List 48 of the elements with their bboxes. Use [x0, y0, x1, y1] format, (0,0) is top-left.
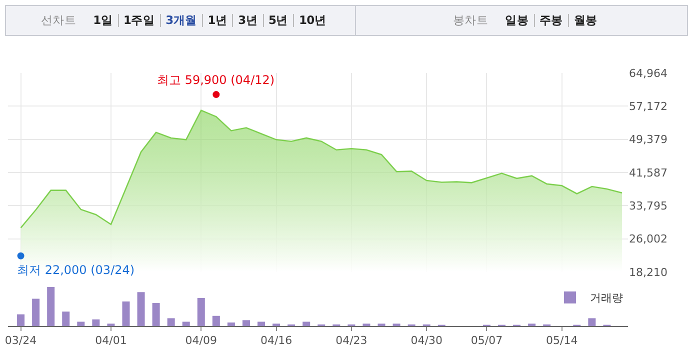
- text: 주봉: [534, 13, 568, 27]
- text: 1주일: [118, 13, 160, 27]
- text: 월봉: [568, 13, 602, 27]
- y-tick-label: 64,964: [629, 66, 668, 80]
- bar: [17, 314, 25, 326]
- text: 1일: [92, 13, 114, 27]
- text: 10년: [292, 13, 332, 27]
- x-tick-label: 03/24: [4, 334, 37, 346]
- legend-label: 거래량: [590, 292, 623, 305]
- x-tick-label: 05/07: [470, 334, 503, 346]
- x-tick-label: 05/14: [546, 334, 578, 346]
- x-tick-label: 04/01: [95, 334, 127, 346]
- x-tick-label: 04/23: [336, 334, 368, 346]
- bar: [212, 316, 220, 326]
- y-tick-label: 18,210: [629, 266, 668, 279]
- y-tick-label: 49,379: [629, 133, 668, 146]
- text: 선차트: [40, 13, 78, 27]
- x-tick-label: 04/30: [410, 334, 442, 346]
- x-tick-label: 04/16: [260, 334, 292, 346]
- text: 5년: [262, 13, 293, 27]
- bar: [588, 318, 596, 326]
- text: 3년: [232, 13, 263, 27]
- y-tick-label: 41,587: [629, 166, 668, 180]
- bar: [92, 319, 100, 326]
- y-tick-label: 33,795: [629, 200, 668, 213]
- annotation: 최저 22,000 (03/24): [17, 263, 135, 277]
- bar: [242, 320, 250, 326]
- bar: [302, 322, 310, 326]
- bar: [167, 318, 175, 326]
- bar: [137, 292, 145, 326]
- bar: [122, 301, 130, 326]
- y-tick-label: 26,002: [629, 232, 668, 246]
- text: 봉차트: [452, 13, 490, 27]
- bar: [77, 322, 85, 326]
- bar: [258, 322, 266, 326]
- bar: [182, 322, 190, 326]
- text: 일봉: [504, 13, 530, 27]
- bar: [152, 303, 160, 326]
- bar: [32, 298, 40, 326]
- bar: [62, 312, 70, 326]
- text: 3개월: [160, 13, 202, 27]
- x-tick-label: 04/09: [185, 334, 217, 346]
- bar: [197, 298, 205, 326]
- bar: [47, 287, 55, 326]
- text: 1년: [202, 13, 232, 27]
- annotation: 최고 59,900 (04/12): [157, 73, 275, 87]
- bar: [227, 322, 235, 326]
- y-tick-label: 57,172: [629, 100, 668, 114]
